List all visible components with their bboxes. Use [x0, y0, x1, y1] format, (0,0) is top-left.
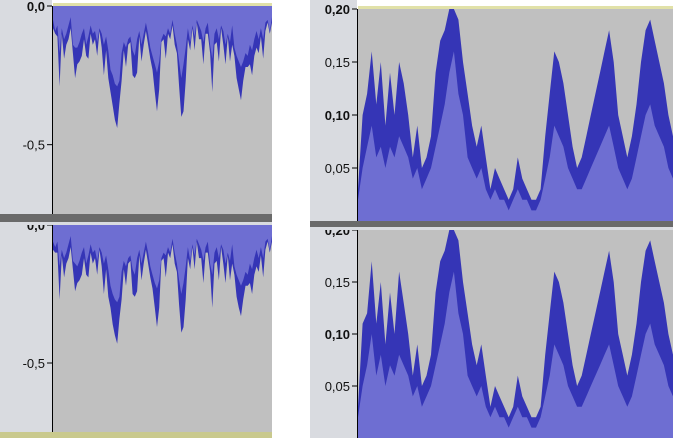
left-track-separator	[0, 214, 272, 222]
right-waveform-panel: 0,20 0,15 0,10 0,05 0,20 0,15 0,10 0,05	[310, 0, 673, 438]
right-track-upper-tick-label-1: 0,15	[325, 55, 350, 70]
left-bottom-border	[0, 432, 272, 438]
right-track-lower-rms-envelope	[358, 271, 673, 438]
left-track-separator-gap	[0, 222, 272, 225]
left-track-upper-rms-envelope	[53, 6, 272, 87]
right-track-upper-rms-envelope	[358, 51, 673, 222]
right-track-upper-tick-label-2: 0,10	[325, 108, 350, 123]
left-waveform-svg: 0,0-0,50,0-0,5	[0, 0, 272, 438]
left-track-upper-top-border	[53, 3, 272, 6]
left-waveform-panel: 0,0 -0,5 0,0 -0,5	[0, 0, 272, 438]
left-track-lower-tick-label-1: -0,5	[23, 356, 45, 371]
right-ruler-bg	[310, 0, 357, 438]
right-track-upper-tick-label-0: 0,20	[325, 2, 350, 17]
right-track-lower-tick-label-3: 0,05	[325, 379, 350, 394]
right-track-separator-gap	[310, 227, 673, 230]
left-track-upper-tick-label-1: -0,5	[23, 138, 45, 153]
left-track-lower-rms-envelope	[53, 225, 272, 303]
right-track-separator	[310, 221, 673, 227]
left-track-upper-tick-label-0: 0,0	[27, 0, 45, 14]
right-track-lower-tick-label-2: 0,10	[325, 327, 350, 342]
right-track-upper-top-border	[358, 6, 673, 9]
right-track-lower-tick-label-1: 0,15	[325, 275, 350, 290]
right-track-upper-tick-label-3: 0,05	[325, 161, 350, 176]
right-waveform-svg: 0,200,150,100,050,200,150,100,05	[310, 0, 673, 438]
